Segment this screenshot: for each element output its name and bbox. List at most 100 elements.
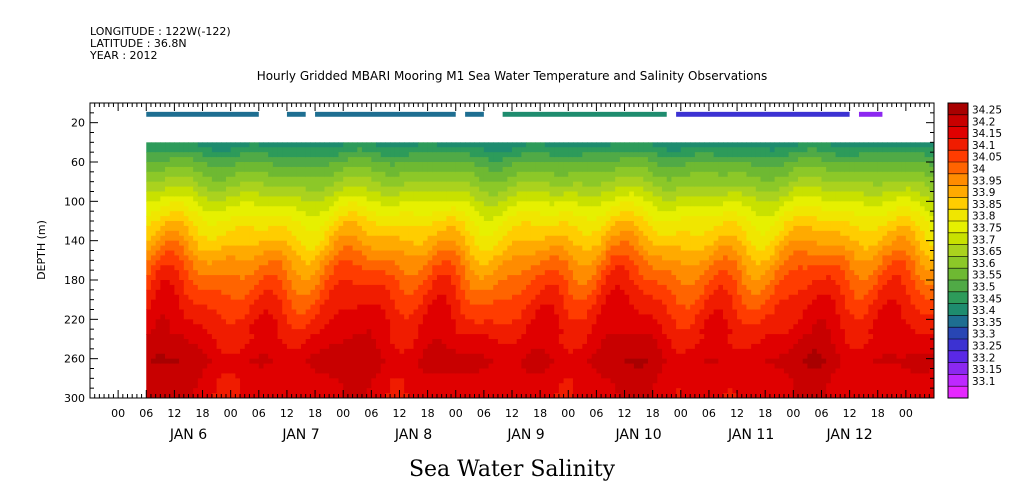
salinity-cell (427, 250, 433, 261)
salinity-cell (258, 280, 264, 296)
salinity-cell (540, 142, 546, 153)
salinity-cell (535, 309, 541, 350)
salinity-cell (319, 211, 325, 227)
salinity-cell (240, 216, 246, 227)
salinity-cell (887, 191, 893, 202)
salinity-cell (460, 162, 466, 173)
salinity-cell (779, 147, 785, 158)
salinity-cell (662, 147, 668, 158)
salinity-cell (798, 319, 804, 340)
salinity-cell (919, 334, 926, 355)
salinity-cell (197, 348, 204, 379)
salinity-cell (188, 186, 194, 197)
salinity-cell (708, 363, 715, 398)
salinity-cell (254, 255, 260, 271)
salinity-cell (357, 157, 363, 168)
salinity-cell (469, 289, 475, 306)
salinity-cell (887, 221, 893, 232)
salinity-cell (282, 216, 288, 227)
salinity-cell (835, 211, 841, 222)
salinity-cell (737, 171, 743, 188)
salinity-cell (160, 235, 166, 247)
salinity-cell (737, 147, 743, 158)
salinity-cell (268, 260, 274, 276)
salinity-cell (526, 304, 532, 325)
salinity-cell (765, 260, 771, 271)
salinity-cell (891, 353, 897, 365)
salinity-cell (737, 294, 743, 320)
salinity-cell (591, 162, 597, 173)
salinity-cell (587, 363, 593, 398)
salinity-cell (708, 171, 715, 188)
salinity-cell (751, 166, 757, 178)
salinity-cell (835, 255, 841, 266)
salinity-cell (727, 260, 733, 276)
salinity-cell (512, 162, 518, 178)
salinity-cell (179, 196, 185, 202)
x-tick-label: 18 (533, 407, 547, 420)
salinity-cell (713, 289, 719, 310)
salinity-cell (479, 334, 485, 355)
salinity-cell (507, 260, 513, 276)
salinity-cell (155, 353, 161, 365)
salinity-cell (732, 211, 738, 222)
salinity-cell (146, 171, 152, 183)
salinity-cell (783, 235, 790, 247)
salinity-cell (596, 314, 602, 350)
salinity-cell (357, 216, 363, 227)
salinity-cell (732, 186, 738, 192)
salinity-cell (197, 162, 204, 173)
salinity-cell (563, 280, 569, 310)
salinity-cell (179, 280, 185, 310)
salinity-cell (211, 240, 218, 251)
salinity-cell (240, 299, 246, 320)
salinity-cell (277, 240, 283, 251)
salinity-cell (694, 206, 701, 217)
year-label: YEAR : 2012 (89, 49, 158, 62)
salinity-cell (694, 235, 701, 251)
salinity-cell (249, 225, 255, 247)
salinity-cell (844, 309, 851, 345)
salinity-cell (882, 181, 888, 192)
salinity-cell (165, 152, 171, 163)
salinity-cell (441, 142, 447, 148)
salinity-cell (427, 181, 433, 192)
salinity-cell (422, 348, 429, 374)
salinity-cell (694, 142, 701, 148)
salinity-cell (821, 230, 827, 247)
salinity-cell (816, 221, 822, 232)
salinity-cell (493, 206, 499, 217)
salinity-cell (408, 191, 415, 202)
salinity-cell (404, 225, 410, 242)
salinity-cell (488, 206, 494, 222)
salinity-cell (282, 186, 288, 197)
salinity-cell (708, 358, 715, 365)
salinity-cell (812, 368, 818, 398)
salinity-cell (277, 216, 283, 227)
salinity-cell (662, 304, 668, 335)
salinity-cell (718, 270, 724, 286)
salinity-cell (746, 324, 752, 350)
salinity-cell (455, 211, 461, 222)
salinity-cell (455, 221, 461, 232)
salinity-cell (840, 157, 846, 163)
salinity-cell (549, 186, 555, 197)
salinity-cell (896, 250, 902, 261)
salinity-cell (873, 142, 879, 148)
salinity-cell (708, 280, 715, 296)
salinity-cell (240, 142, 246, 148)
salinity-cell (319, 329, 325, 350)
salinity-cell (474, 147, 480, 158)
salinity-cell (591, 186, 597, 197)
salinity-cell (221, 260, 227, 276)
salinity-cell (207, 265, 213, 276)
salinity-cell (225, 166, 232, 178)
salinity-cell (169, 142, 175, 153)
salinity-cell (474, 176, 480, 188)
salinity-cell (619, 142, 626, 153)
salinity-cell (497, 171, 504, 183)
salinity-cell (516, 225, 522, 242)
salinity-cell (587, 196, 593, 207)
salinity-cell (746, 221, 752, 242)
salinity-cell (774, 191, 780, 202)
